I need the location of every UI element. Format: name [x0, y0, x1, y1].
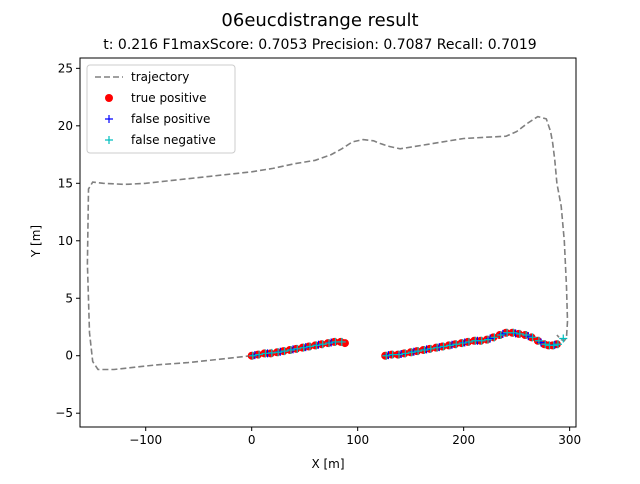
false-negative-point: [433, 343, 442, 352]
false-negative-point: [305, 342, 314, 351]
legend-swatch: [105, 136, 113, 144]
false-negative-point: [477, 336, 486, 345]
false-negative-point: [522, 331, 531, 340]
x-axis-label: X [m]: [311, 457, 344, 471]
false-negative-point: [325, 339, 334, 348]
false-negative-point: [414, 347, 423, 356]
x-tick-label: −100: [129, 433, 162, 447]
y-tick-label: 0: [65, 349, 73, 363]
legend-entry-false-positive: false positive: [105, 112, 210, 126]
false-negative-point: [528, 333, 537, 342]
x-tick-label: 200: [452, 433, 475, 447]
false-negative-point: [549, 341, 558, 350]
false-negative-point: [452, 340, 461, 349]
false-negative-point: [395, 350, 404, 359]
legend-swatch: [105, 94, 113, 102]
chart-title: 06eucdistrange result: [221, 10, 418, 31]
true-positive-point: [340, 339, 349, 348]
legend-label: trajectory: [131, 70, 189, 84]
false-negative-point: [382, 351, 391, 360]
y-tick-label: 5: [65, 291, 73, 305]
y-tick-label: −5: [55, 406, 73, 420]
false-negative-point: [286, 345, 295, 354]
false-negative-point: [299, 343, 308, 352]
false-negative-point: [426, 344, 435, 353]
false-negative-point: [515, 329, 524, 338]
false-negative-point: [458, 339, 467, 348]
legend-box: [86, 64, 236, 154]
false-negative-point: [280, 347, 289, 356]
legend-entry-false-negative: false negative: [105, 133, 216, 147]
false-negative-point: [559, 334, 568, 343]
false-negative-point: [553, 340, 562, 349]
legend-label: false negative: [131, 133, 216, 147]
false-negative-point: [490, 333, 499, 342]
false-negative-point: [484, 335, 493, 344]
false-negative-point: [439, 342, 448, 351]
false-negative-point: [255, 350, 264, 359]
axes-frame: [79, 57, 577, 428]
false-negative-point: [274, 348, 283, 357]
false-negative-point: [407, 348, 416, 357]
x-tick-label: 0: [248, 433, 256, 447]
false-negative-point: [401, 349, 410, 358]
legend-label: true positive: [131, 91, 207, 105]
x-tick-label: 300: [558, 433, 581, 447]
false-negative-point: [496, 331, 505, 340]
x-tick-label: 100: [346, 433, 369, 447]
series-trajectory: [86, 115, 569, 371]
false-negative-point: [534, 336, 543, 345]
legend-label: false positive: [131, 112, 210, 126]
plot-area: [86, 115, 569, 371]
legend-entry-trajectory: trajectory: [95, 70, 189, 84]
y-axis-label: Y [m]: [29, 225, 43, 258]
legend-entry-true-positive: true positive: [105, 91, 207, 105]
chart-subtitle: t: 0.216 F1maxScore: 0.7053 Precision: 0…: [103, 37, 536, 53]
false-negative-point: [445, 341, 454, 350]
false-negative-point: [312, 341, 321, 350]
y-tick-label: 10: [58, 234, 73, 248]
false-negative-point: [248, 351, 257, 360]
y-tick-label: 15: [58, 176, 73, 190]
false-negative-point: [464, 337, 473, 346]
false-negative-point: [337, 337, 346, 346]
y-tick-label: 25: [58, 61, 73, 75]
false-negative-point: [541, 340, 550, 349]
false-negative-point: [293, 344, 302, 353]
y-tick-label: 20: [58, 119, 73, 133]
false-negative-point: [420, 345, 429, 354]
false-negative-point: [318, 340, 327, 349]
false-negative-point: [509, 328, 518, 337]
legend-swatch: [105, 115, 113, 123]
legend: trajectory true positive false positive fal…: [86, 64, 236, 154]
axes: −100 0 100 200 300 −5 0 5 10 15 20 25: [55, 57, 581, 447]
series-false-negative: [248, 328, 568, 360]
trajectory-line: [86, 115, 569, 371]
